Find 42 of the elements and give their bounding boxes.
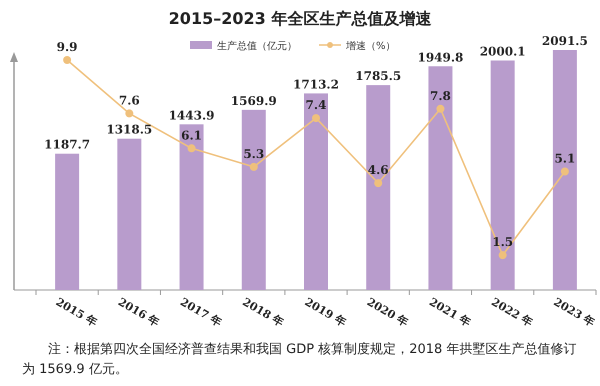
data-label: 7.8: [430, 88, 451, 103]
data-label: 1.5: [492, 235, 514, 250]
data-label: 1443.9: [168, 108, 215, 122]
data-label: 1949.8: [417, 50, 464, 64]
data-label: 5.1: [554, 152, 576, 166]
point: [188, 144, 196, 152]
data-label: 5.3: [243, 146, 264, 161]
bar: [117, 138, 142, 290]
data-label: 2000.1: [480, 44, 526, 58]
data-label: 1187.7: [44, 138, 90, 152]
bar: [490, 60, 515, 290]
bar: [552, 50, 577, 290]
bar: [366, 85, 390, 290]
data-label: 6.1: [181, 128, 202, 142]
data-label: 9.9: [56, 40, 78, 54]
bar: [55, 154, 80, 290]
point: [250, 162, 258, 171]
data-label: 2091.5: [542, 34, 588, 48]
data-label: 4.6: [368, 163, 389, 178]
bar: [242, 110, 266, 290]
data-label: 1785.5: [355, 69, 402, 84]
legend-生产总值（亿元）: 生产总值（亿元）: [190, 41, 297, 52]
bar: [428, 66, 452, 290]
point: [312, 114, 320, 122]
chart-title: 2015–2023 年全区生产总值及增速: [168, 9, 432, 28]
point: [374, 179, 382, 188]
point: [560, 168, 569, 176]
text: 注：根据第四次全国经济普查结果和我国 GDP 核算制度规定，2018 年拱墅区生产总值修订为 1569.9 亿元。: [22, 340, 578, 379]
data-label: 7.4: [306, 98, 326, 112]
data-label: 1713.2: [293, 77, 339, 92]
legend-label: 生产总值（亿元）: [217, 40, 297, 52]
point: [498, 251, 507, 260]
point: [125, 109, 134, 118]
point: [436, 104, 444, 113]
legend-label: 增速（%）: [345, 40, 396, 52]
bar: [180, 124, 204, 290]
data-label: 1318.5: [106, 122, 152, 137]
legend-增速（%）: 增速（%）: [319, 41, 396, 52]
bar: [304, 93, 328, 290]
data-label: 1569.9: [230, 94, 277, 108]
data-label: 7.6: [118, 93, 140, 108]
point: [63, 56, 72, 64]
